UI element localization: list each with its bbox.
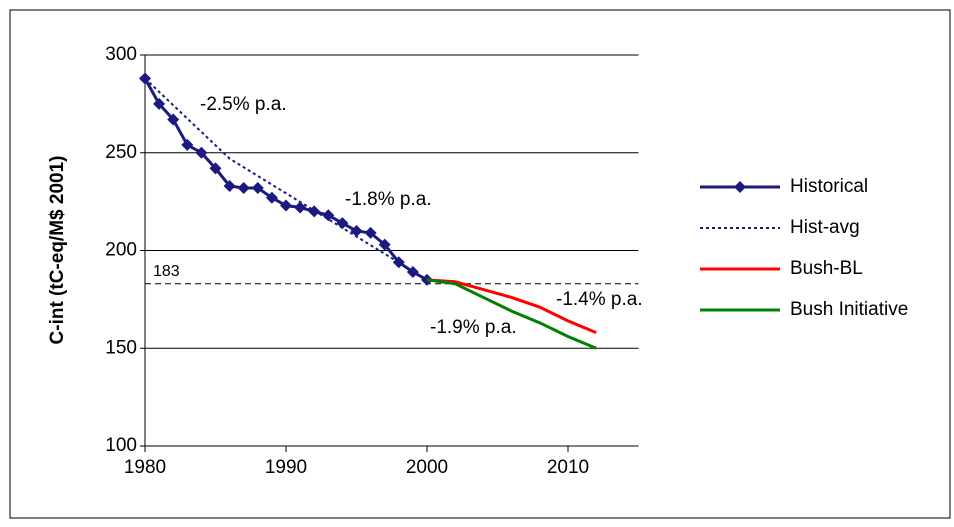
- reference-label: 183: [153, 263, 180, 280]
- annotation: -1.9% p.a.: [430, 317, 517, 338]
- x-tick-label: 1980: [124, 457, 166, 478]
- y-tick-label: 300: [105, 44, 137, 65]
- annotation: -1.4% p.a.: [556, 289, 643, 310]
- series-line: [426, 278, 597, 350]
- marker: [181, 138, 194, 151]
- annotation: -1.8% p.a.: [345, 189, 432, 210]
- legend-label: Bush-BL: [790, 258, 863, 279]
- annotation: -2.5% p.a.: [200, 94, 287, 115]
- series-line: [426, 278, 597, 334]
- x-tick-label: 1990: [265, 457, 307, 478]
- legend-marker: [734, 181, 746, 193]
- series-line: [144, 77, 428, 281]
- x-tick-label: 2000: [406, 457, 448, 478]
- marker: [195, 146, 208, 159]
- marker: [153, 97, 166, 110]
- marker: [223, 179, 236, 192]
- marker: [265, 191, 278, 204]
- y-tick-label: 100: [105, 435, 137, 456]
- marker: [251, 181, 264, 194]
- y-tick-label: 250: [105, 142, 137, 163]
- legend-label: Historical: [790, 176, 868, 197]
- marker: [280, 199, 292, 212]
- marker: [237, 181, 250, 194]
- marker: [350, 224, 363, 237]
- marker: [378, 238, 391, 251]
- marker: [209, 162, 222, 175]
- legend-label: Bush Initiative: [790, 299, 908, 320]
- marker: [336, 217, 349, 230]
- marker: [364, 226, 377, 239]
- chart-frame: [9, 9, 951, 519]
- x-tick-label: 2010: [547, 457, 589, 478]
- y-tick-label: 150: [105, 337, 137, 358]
- marker: [294, 201, 307, 214]
- legend-label: Hist-avg: [790, 217, 860, 238]
- y-tick-label: 200: [105, 240, 137, 261]
- marker: [167, 113, 180, 126]
- y-axis-label: C-int (tC-eq/M$ 2001): [47, 156, 68, 345]
